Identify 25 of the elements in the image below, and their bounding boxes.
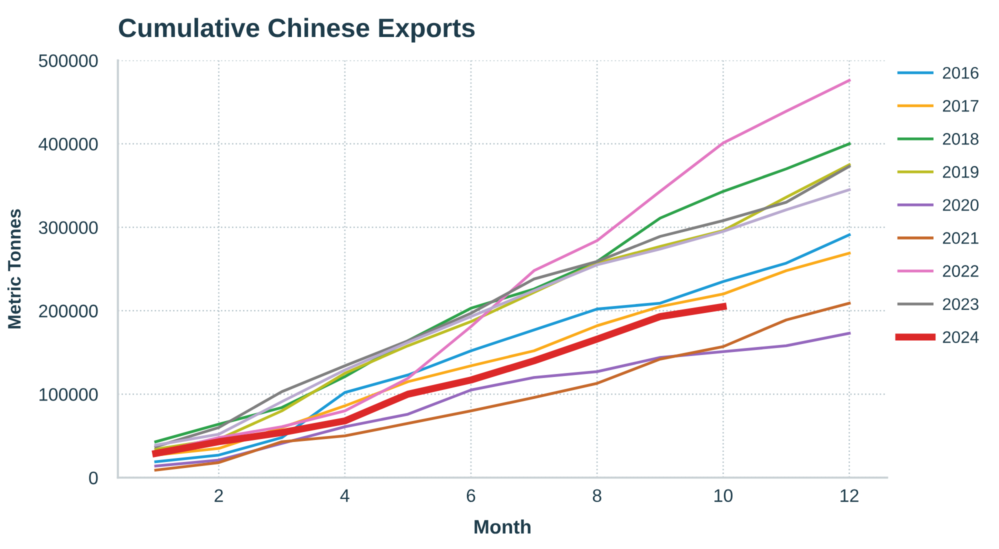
chart-title: Cumulative Chinese Exports	[118, 18, 475, 42]
legend-label: 2017	[942, 100, 978, 112]
x-tick-label: 8	[592, 489, 602, 502]
y-tick-label: 0	[89, 472, 98, 484]
y-axis-title: Metric Tonnes	[7, 209, 21, 328]
x-tick-label: 2	[214, 489, 223, 502]
y-tick-label: 200000	[39, 304, 98, 318]
y-tick-label: 100000	[40, 388, 98, 401]
line-series	[154, 302, 851, 472]
legend-label: 2024	[942, 331, 979, 344]
x-tick-label: 12	[840, 489, 858, 502]
x-tick-label: 6	[466, 489, 476, 502]
y-tick-label: 300000	[38, 221, 98, 234]
legend-label: 2021	[942, 232, 978, 244]
legend-label: 2016	[942, 66, 978, 79]
legend-label: 2023	[942, 298, 978, 310]
y-tick-label: 400000	[38, 138, 98, 151]
x-tick-label: 4	[340, 489, 350, 502]
legend-label: 2020	[942, 199, 979, 211]
y-tick-label: 500000	[38, 54, 98, 68]
x-tick-label: 10	[714, 489, 733, 502]
legend-label: 2022	[942, 265, 978, 277]
legend-label: 2018	[942, 133, 978, 145]
legend-label: 2019	[942, 166, 978, 178]
x-axis-title: Month	[474, 519, 530, 534]
